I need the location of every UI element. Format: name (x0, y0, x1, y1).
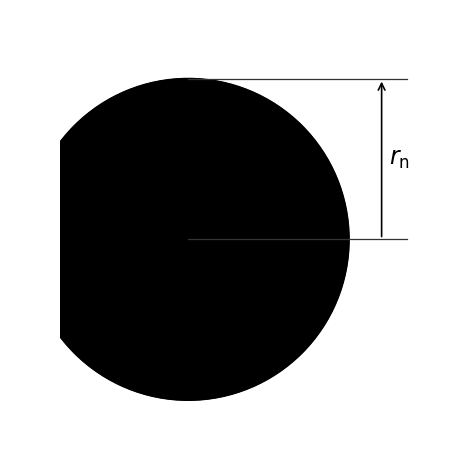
Circle shape (36, 87, 340, 392)
Circle shape (74, 126, 302, 353)
Circle shape (54, 105, 322, 374)
Text: $r_{\mathrm{n}}$: $r_{\mathrm{n}}$ (389, 147, 410, 171)
Circle shape (137, 189, 239, 290)
Circle shape (100, 151, 276, 328)
Text: $r_1$: $r_1$ (197, 201, 218, 225)
Circle shape (27, 79, 349, 400)
Circle shape (116, 167, 260, 311)
Circle shape (64, 115, 312, 364)
Circle shape (87, 138, 290, 341)
Circle shape (45, 96, 332, 383)
